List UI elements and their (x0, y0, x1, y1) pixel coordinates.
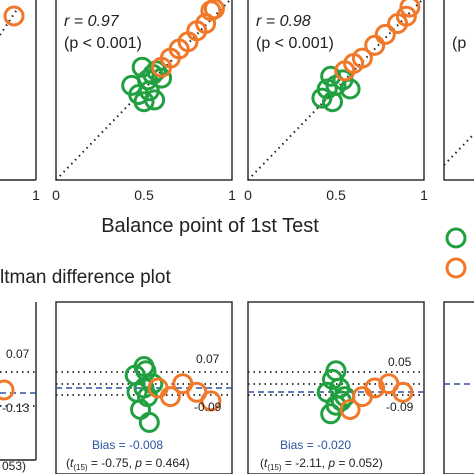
difference-panel-2: 0.05 -0.09 Bias = -0.020 (t(15) = -2.11,… (247, 301, 425, 474)
left-partial-scatter-panel: 1 (0, 0, 40, 203)
scatter-panel-1-xtick-1: 0.5 (134, 187, 154, 203)
scatter-panel-1-series-0-point-8 (144, 89, 166, 111)
difference-panel-1-markers (124, 356, 222, 433)
scatter-panel-1-series-0-point-2 (133, 91, 155, 113)
right-partial-identity-line (443, 133, 474, 166)
difference-panel-1-series-1-point-4 (200, 390, 222, 412)
left-partial-identity-line (0, 7, 19, 36)
scatter-panel-2-r-label: r = 0.98 (256, 13, 311, 30)
right-partial-p-label: (p (452, 35, 466, 52)
left-partial-stat-label: 053) (2, 459, 26, 473)
scatter-panel-1-r-label: r = 0.97 (64, 13, 120, 30)
scatter-panel-1-markers (121, 0, 225, 113)
scatter-panel-2-series-1-point-7 (399, 0, 421, 18)
difference-panel-1: 0.07 -0.09 Bias = -0.008 (t(15) = -0.75,… (55, 301, 233, 474)
scatter-panel-2-series-1-point-6 (395, 5, 417, 27)
difference-panel-2-series-1-point-0 (339, 399, 361, 420)
legend-green-marker (445, 227, 467, 249)
scatter-panel-1-series-1-point-7 (203, 0, 225, 20)
scatter-panel-2: r = 0.98 (p < 0.001) 0 0.5 1 (244, 0, 428, 203)
difference-panel-2-upper-label: 0.05 (388, 355, 412, 369)
scatter-panel-1-frame (55, 0, 233, 181)
difference-panel-1-bias-label: Bias = -0.008 (92, 438, 163, 452)
scatter-panel-1-p-label: (p < 0.001) (64, 35, 142, 52)
scatter-panel-2-xtick-1: 0.5 (326, 187, 346, 203)
difference-panel-2-stat-label: (t(15) = -2.11, p = 0.052) (260, 456, 383, 472)
scatter-panel-2-xtick-0: 0 (244, 187, 252, 203)
left-partial-lower-label: -0.13 (2, 401, 30, 415)
left-partial-ba-orange-marker (0, 379, 15, 401)
scatter-panel-1-xtick-0: 0 (52, 187, 60, 203)
scatter-panel-2-frame (247, 0, 425, 181)
scatter-panel-2-markers (311, 0, 421, 113)
left-partial-orange-marker (3, 5, 25, 27)
bland-altman-title: ltman difference plot (0, 267, 171, 288)
right-partial-scatter-panel: (p (443, 0, 474, 181)
scatter-panel-2-series-1-point-3 (364, 34, 386, 56)
difference-panel-2-frame (247, 301, 425, 474)
difference-panel-2-series-0-point-6 (325, 360, 347, 382)
difference-panel-1-series-0-point-8 (135, 360, 157, 382)
left-partial-upper-label: 0.07 (6, 347, 30, 361)
right-partial-frame (443, 0, 474, 181)
difference-panel-2-series-0-point-4 (320, 403, 342, 425)
legend-orange-marker (445, 257, 467, 279)
difference-panel-1-lower-label: -0.09 (194, 400, 222, 414)
scatter-panel-1-xtick-2: 1 (228, 187, 236, 203)
left-partial-tick-label: 1 (32, 187, 40, 203)
difference-panel-2-bias-label: Bias = -0.020 (280, 438, 351, 452)
scatter-panel-2-xtick-2: 1 (420, 187, 428, 203)
difference-panel-2-markers (316, 360, 414, 425)
right-partial-ba-frame (443, 301, 474, 474)
scatter-panel-2-series-0-point-5 (339, 78, 361, 100)
left-partial-difference-panel: 0.07 -0.13 053) (0, 302, 37, 473)
difference-panel-1-series-0-point-6 (138, 411, 160, 433)
scatter-panel-1: r = 0.97 (p < 0.001) 0 0.5 1 (52, 0, 236, 203)
difference-panel-1-stat-label: (t(15) = -0.75, p = 0.464) (66, 456, 190, 472)
difference-panel-2-series-1-point-4 (392, 381, 414, 403)
difference-panel-1-series-0-point-7 (126, 381, 148, 403)
right-partial-difference-panel (443, 301, 474, 474)
scatter-panel-1-series-0-point-9 (151, 67, 173, 89)
scatter-panel-2-p-label: (p < 0.001) (256, 35, 334, 52)
top-row-x-axis-label: Balance point of 1st Test (101, 215, 319, 237)
scatter-panel-2-series-1-point-4 (374, 23, 396, 45)
difference-panel-1-series-1-point-1 (159, 386, 181, 408)
difference-panel-2-series-1-point-2 (364, 377, 386, 399)
difference-panel-2-lower-label: -0.09 (386, 400, 414, 414)
difference-panel-1-upper-label: 0.07 (196, 352, 220, 366)
scatter-panel-2-series-1-point-2 (351, 47, 373, 69)
